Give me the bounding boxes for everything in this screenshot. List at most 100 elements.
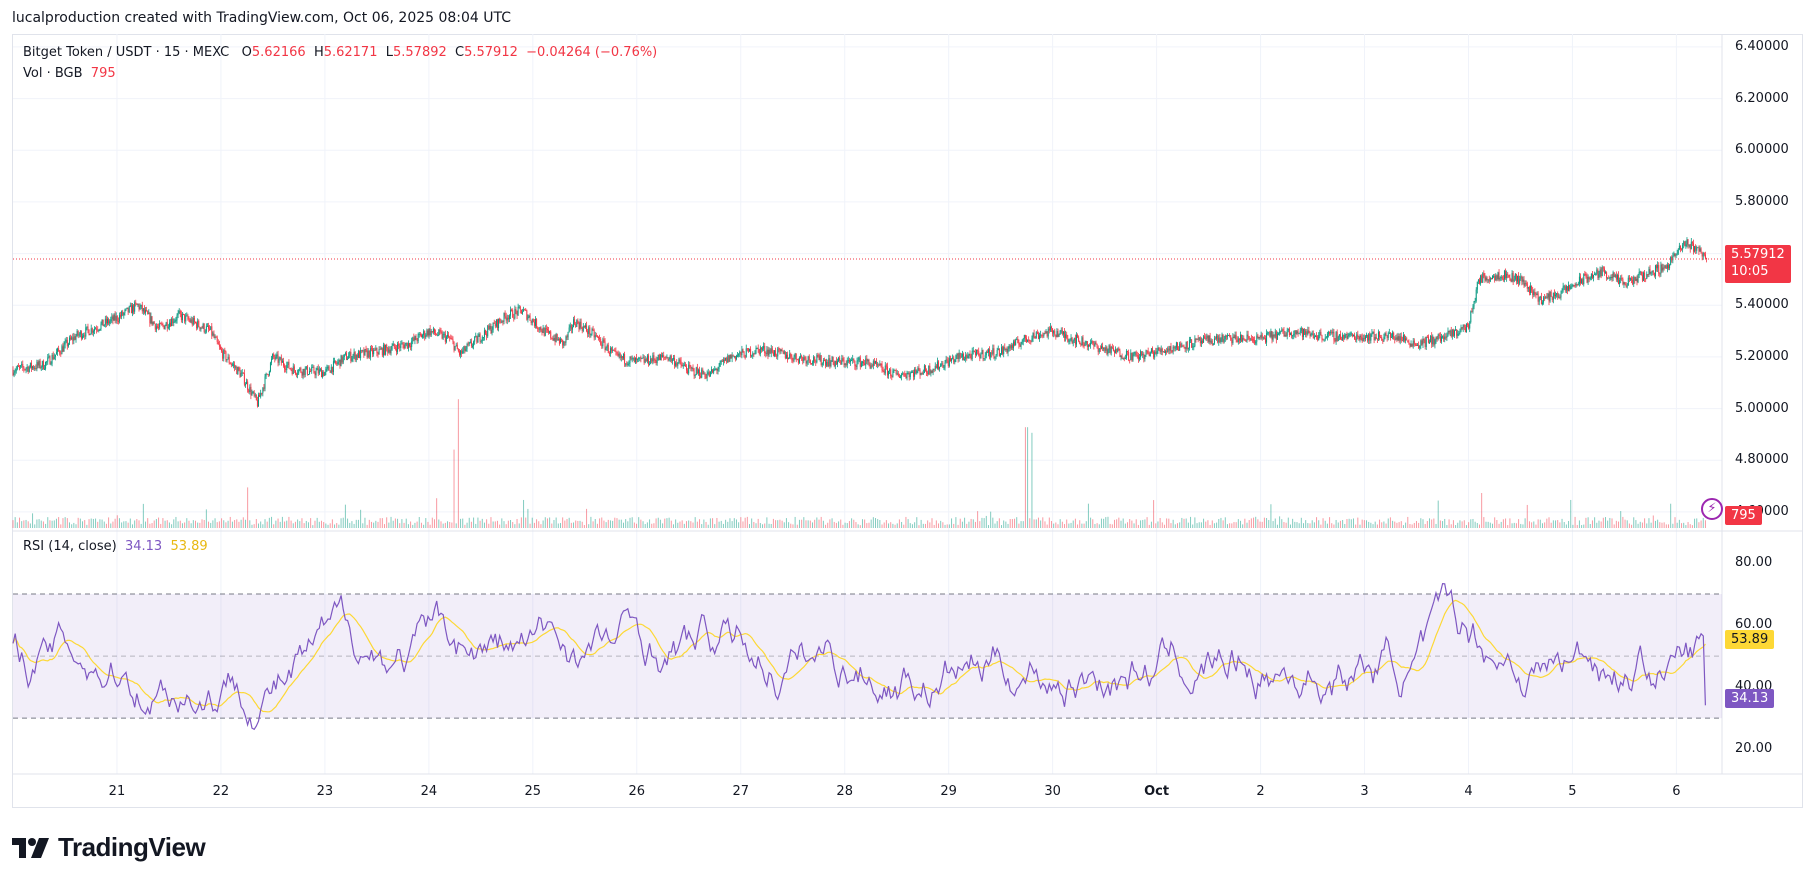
candle-body	[1674, 253, 1676, 256]
volume-bar	[1581, 525, 1583, 528]
volume-bar	[288, 516, 290, 528]
candle-body	[1604, 272, 1606, 274]
candle-body	[1004, 347, 1006, 350]
candle-body	[568, 327, 570, 332]
candle-body	[840, 360, 842, 365]
volume-bar	[179, 520, 181, 528]
volume-bar	[1604, 517, 1606, 528]
volume-bar	[729, 518, 731, 528]
candle-body	[1222, 334, 1224, 342]
candle-body	[933, 368, 935, 370]
candle-body	[97, 329, 99, 331]
volume-bar	[340, 518, 342, 528]
candle-body	[1396, 337, 1398, 340]
candle-body	[1489, 277, 1491, 282]
candle-body	[1210, 340, 1212, 343]
volume-bar	[894, 524, 896, 528]
volume-bar	[136, 518, 138, 528]
candle-body	[847, 360, 849, 362]
volume-bar	[1135, 519, 1137, 528]
volume-bar	[731, 521, 733, 528]
tradingview-logo[interactable]: TradingView	[12, 832, 206, 863]
volume-bar	[129, 518, 131, 528]
candle-body	[224, 349, 226, 352]
candle-body	[898, 376, 900, 378]
candle-body	[110, 319, 112, 322]
candle-body	[1283, 330, 1285, 336]
candle-body	[582, 326, 584, 331]
candle-body	[1292, 335, 1294, 337]
time-tick-label: 2	[1256, 784, 1265, 799]
volume-bar	[631, 517, 633, 528]
candle-body	[1528, 287, 1530, 293]
candle-body	[394, 347, 396, 349]
volume-bar	[1237, 519, 1239, 528]
candle-body	[664, 356, 666, 358]
candle-body	[306, 366, 308, 375]
candle-body	[1300, 328, 1302, 331]
volume-bar	[323, 522, 325, 528]
candle-body	[474, 336, 476, 342]
candle-body	[52, 354, 54, 360]
candle-body	[1373, 331, 1375, 341]
candle-body	[1199, 337, 1201, 344]
volume-bar	[1137, 524, 1139, 528]
lightning-icon[interactable]: ⚡	[1701, 498, 1723, 520]
rsi-label[interactable]: RSI (14, close)	[23, 539, 117, 554]
candle-body	[607, 344, 609, 353]
price-tick-label: 5.80000	[1735, 193, 1789, 209]
volume-bar	[77, 517, 79, 528]
volume-bar	[1122, 518, 1124, 528]
candle-body	[146, 310, 148, 312]
candle-body	[127, 307, 129, 313]
volume-bar	[642, 521, 644, 528]
candle-body	[61, 346, 63, 355]
volume-bar	[1357, 517, 1359, 528]
candle-body	[485, 330, 487, 334]
candle-body	[1141, 351, 1143, 356]
volume-bar	[1046, 524, 1048, 528]
candle-body	[332, 361, 334, 372]
candle-body	[1525, 283, 1527, 285]
chart-attribution: lucalproduction created with TradingView…	[12, 10, 512, 26]
candle-body	[844, 363, 846, 365]
candle-body	[357, 351, 359, 358]
candle-body	[1464, 327, 1466, 333]
candle-body	[1058, 334, 1060, 337]
candle-body	[57, 348, 59, 353]
candle-body	[1606, 272, 1608, 279]
volume-bar	[1539, 519, 1541, 528]
volume-bar	[1150, 521, 1152, 528]
volume-bar	[699, 519, 701, 528]
candle-body	[1165, 351, 1167, 354]
candle-body	[1404, 335, 1406, 341]
volume-bar	[399, 523, 401, 528]
candle-body	[481, 337, 483, 342]
volume-label[interactable]: Vol · BGB	[23, 66, 83, 81]
candle-body	[625, 363, 627, 365]
candle-body	[188, 319, 190, 321]
volume-bar	[1652, 515, 1654, 528]
volume-bar	[964, 517, 966, 528]
candle-body	[117, 320, 119, 322]
candle-body	[689, 364, 691, 367]
candle-body	[808, 356, 810, 361]
volume-bar	[1014, 518, 1016, 528]
candle-body	[637, 358, 639, 360]
candle-body	[407, 343, 409, 349]
volume-bar	[466, 522, 468, 528]
rsi-tick-label: 60.00	[1735, 617, 1773, 633]
candle-body	[1431, 335, 1433, 345]
candle-body	[1223, 339, 1225, 342]
rsi-tick-label: 20.00	[1735, 741, 1773, 757]
candle-body	[1201, 340, 1203, 343]
volume-bar	[603, 520, 605, 528]
candle-body	[542, 327, 544, 333]
candle-body	[1211, 340, 1213, 345]
candle-body	[268, 371, 270, 375]
symbol-name[interactable]: Bitget Token / USDT · 15 · MEXC	[23, 45, 230, 60]
candle-body	[281, 360, 283, 363]
candle-body	[76, 330, 78, 337]
volume-bar	[440, 521, 442, 528]
